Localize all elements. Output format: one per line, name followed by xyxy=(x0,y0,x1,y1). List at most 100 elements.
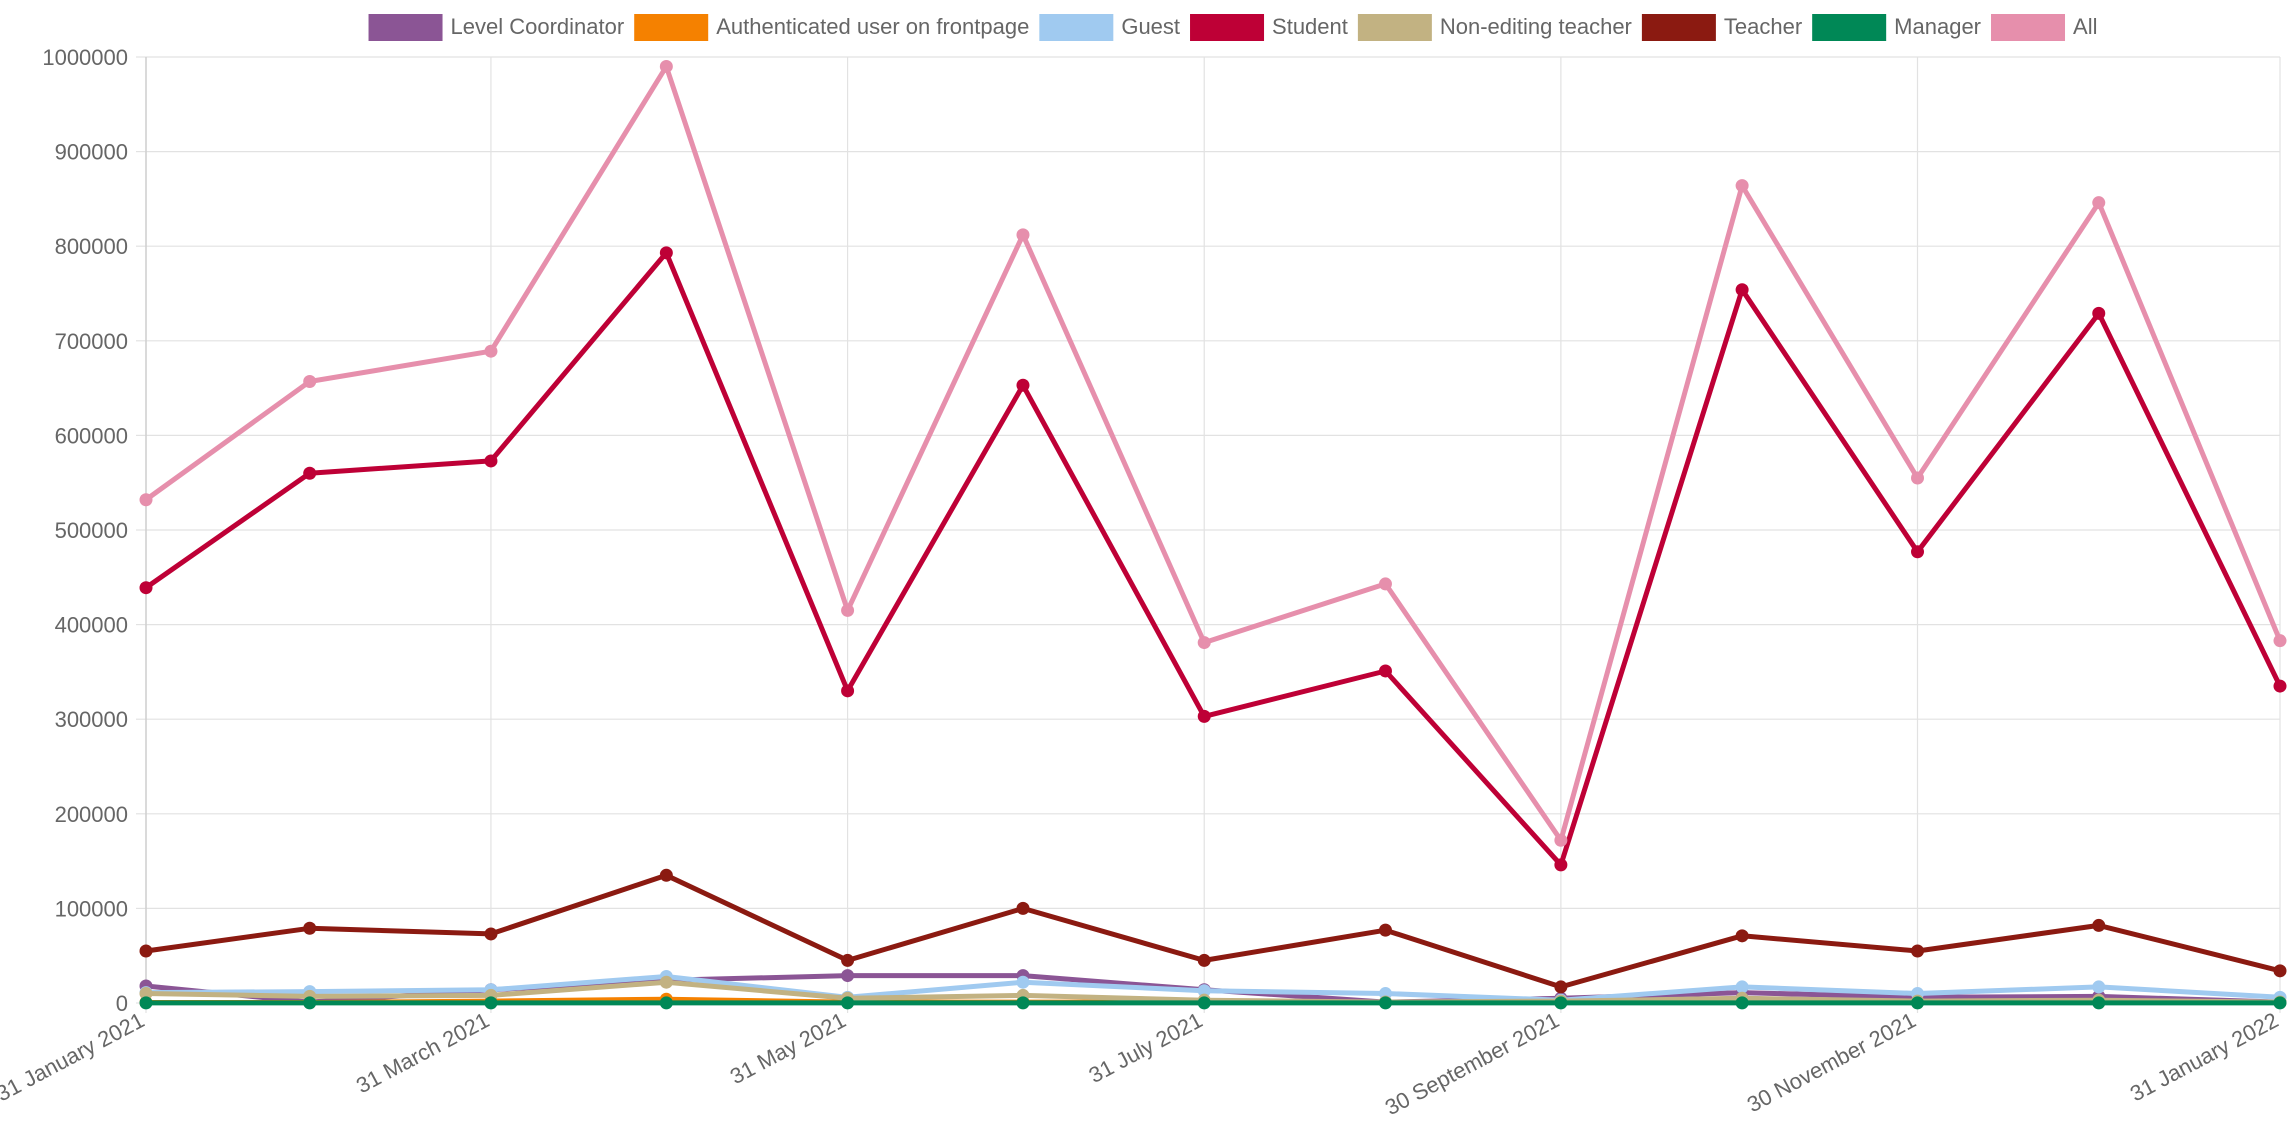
data-point xyxy=(139,944,153,958)
legend-swatch xyxy=(1357,14,1432,41)
y-tick-label: 300000 xyxy=(55,707,128,732)
data-point xyxy=(1378,577,1392,591)
data-point xyxy=(484,996,498,1010)
y-tick-label: 200000 xyxy=(55,802,128,827)
y-tick-label: 400000 xyxy=(55,613,128,638)
data-point xyxy=(659,59,673,73)
series-line xyxy=(143,64,2283,843)
data-point xyxy=(1554,858,1568,872)
data-point xyxy=(2092,980,2106,994)
data-point xyxy=(1554,996,1568,1010)
data-point xyxy=(484,927,498,941)
data-point xyxy=(139,996,153,1010)
data-point xyxy=(659,246,673,260)
y-tick-label: 800000 xyxy=(55,234,128,259)
data-point xyxy=(1735,996,1749,1010)
data-point xyxy=(1016,228,1030,242)
legend-swatch xyxy=(368,14,443,41)
x-axis: 31 January 2021 31 March 2021 31 May 2021 3… xyxy=(0,1007,2282,1120)
data-point xyxy=(659,975,673,989)
data-point xyxy=(484,454,498,468)
y-axis: 0 100000 200000 300000 400000 500000 600000 700… xyxy=(42,45,128,1016)
legend-swatch xyxy=(1991,14,2066,41)
y-tick-label: 100000 xyxy=(55,896,128,921)
data-point xyxy=(303,466,317,480)
data-point xyxy=(841,969,855,983)
data-point xyxy=(841,996,855,1010)
series-student xyxy=(139,246,2287,872)
legend-label: Non-editing teacher xyxy=(1440,14,1632,39)
legend-label: Authenticated user on frontpage xyxy=(716,14,1029,39)
legend: Level Coordinator Authenticated user on f… xyxy=(368,14,2097,41)
legend-swatch xyxy=(1812,14,1887,41)
data-point xyxy=(1735,980,1749,994)
y-tick-label: 700000 xyxy=(55,329,128,354)
data-point xyxy=(1735,179,1749,193)
data-point xyxy=(303,996,317,1010)
data-point xyxy=(841,953,855,967)
x-tick-label: 31 January 2021 xyxy=(0,1007,148,1106)
data-point xyxy=(2273,964,2287,978)
data-point xyxy=(841,684,855,698)
data-point xyxy=(1378,923,1392,937)
y-tick-label: 600000 xyxy=(55,423,128,448)
x-tick-label: 30 November 2021 xyxy=(1743,1007,1920,1117)
series-teacher xyxy=(139,868,2287,994)
data-point xyxy=(1378,664,1392,678)
grid xyxy=(136,56,2281,1013)
data-point xyxy=(1197,984,1211,998)
data-point xyxy=(2092,306,2106,320)
series-lines xyxy=(139,59,2287,1010)
data-point xyxy=(659,868,673,882)
data-point xyxy=(2273,679,2287,693)
data-point xyxy=(1735,283,1749,297)
legend-label: Level Coordinator xyxy=(451,14,625,39)
data-point xyxy=(484,344,498,358)
legend-swatch xyxy=(634,14,709,41)
x-tick-label: 30 September 2021 xyxy=(1381,1007,1563,1120)
data-point xyxy=(1911,944,1925,958)
data-point xyxy=(2092,918,2106,932)
data-point xyxy=(1197,996,1211,1010)
x-tick-label: 31 May 2021 xyxy=(726,1007,850,1089)
data-point xyxy=(1735,929,1749,943)
data-point xyxy=(659,996,673,1010)
legend-label: Guest xyxy=(1121,14,1180,39)
legend-label: Teacher xyxy=(1724,14,1802,39)
data-point xyxy=(1554,833,1568,847)
data-point xyxy=(1911,996,1925,1010)
legend-label: Manager xyxy=(1894,14,1981,39)
data-point xyxy=(1016,996,1030,1010)
x-tick-label: 31 March 2021 xyxy=(352,1007,493,1098)
data-point xyxy=(1016,378,1030,392)
data-point xyxy=(1197,636,1211,650)
data-point xyxy=(1197,953,1211,967)
data-point xyxy=(139,581,153,595)
legend-swatch xyxy=(1641,14,1716,41)
data-point xyxy=(139,987,153,1001)
series-line xyxy=(143,250,2283,868)
data-point xyxy=(2273,634,2287,648)
data-point xyxy=(2092,196,2106,210)
data-point xyxy=(2273,996,2287,1010)
data-point xyxy=(1554,980,1568,994)
data-point xyxy=(841,603,855,617)
legend-swatch xyxy=(1190,14,1265,41)
y-tick-label: 0 xyxy=(116,991,128,1016)
data-point xyxy=(303,374,317,388)
data-point xyxy=(139,493,153,507)
y-tick-label: 900000 xyxy=(55,140,128,165)
y-tick-label: 500000 xyxy=(55,518,128,543)
data-point xyxy=(1911,471,1925,485)
data-point xyxy=(303,921,317,935)
y-tick-label: 1000000 xyxy=(42,45,128,70)
x-tick-label: 31 January 2022 xyxy=(2126,1007,2282,1106)
data-point xyxy=(1016,901,1030,915)
x-tick-label: 31 July 2021 xyxy=(1085,1007,1207,1088)
legend-label: Student xyxy=(1272,14,1348,39)
legend-label: All xyxy=(2073,14,2097,39)
data-point xyxy=(1911,545,1925,559)
series-manager xyxy=(139,996,2287,1010)
data-point xyxy=(2092,996,2106,1010)
